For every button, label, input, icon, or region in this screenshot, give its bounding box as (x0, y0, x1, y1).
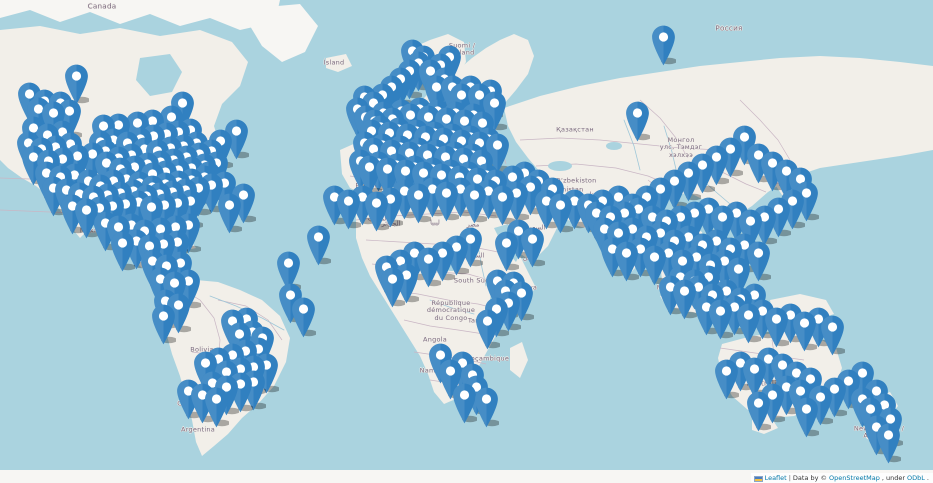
map-marker-pin[interactable] (792, 311, 817, 352)
map-marker-pin[interactable] (462, 183, 487, 224)
map-marker-pin[interactable] (452, 383, 477, 424)
attribution-bar[interactable]: Leaflet | Data by © OpenStreetMap , unde… (750, 473, 933, 483)
openstreetmap-link[interactable]: OpenStreetMap (829, 474, 880, 482)
map-marker-pin[interactable] (520, 227, 545, 268)
map-marker-pin[interactable] (836, 369, 861, 410)
map-marker-pin[interactable] (151, 304, 176, 345)
asia-landmass (504, 56, 933, 230)
map-marker-pin[interactable] (746, 143, 771, 184)
map-marker-pin[interactable] (736, 303, 761, 344)
map-marker-pin[interactable] (820, 315, 845, 356)
antarctica-edge (0, 470, 933, 483)
map-marker-pin[interactable] (74, 198, 99, 239)
leaflet-flag-icon (753, 475, 763, 482)
madagascar (510, 342, 528, 378)
map-marker-pin[interactable] (306, 225, 331, 266)
attribution-license-prefix: , under (881, 474, 906, 482)
map-marker-pin[interactable] (291, 297, 316, 338)
map-marker-pin[interactable] (714, 359, 739, 400)
hudson-bay (136, 54, 182, 96)
map-marker-pin[interactable] (416, 247, 441, 288)
map-marker-pin[interactable] (651, 25, 676, 66)
map-marker-pin[interactable] (672, 279, 697, 320)
map-marker-pin[interactable] (548, 193, 573, 234)
arctic-ice (0, 0, 280, 30)
map-marker-pin[interactable] (474, 387, 499, 428)
map-marker-pin[interactable] (746, 241, 771, 282)
map-marker-pin[interactable] (794, 397, 819, 438)
map-marker-pin[interactable] (708, 299, 733, 340)
leaflet-link[interactable]: Leaflet (764, 474, 787, 482)
attribution-data-prefix: Data by © (792, 474, 828, 482)
map-marker-pin[interactable] (204, 387, 229, 428)
map-marker-pin[interactable] (64, 64, 89, 105)
map-marker-pin[interactable] (380, 267, 405, 308)
africa-landmass (356, 196, 536, 404)
map-marker-pin[interactable] (110, 231, 135, 272)
map-marker-pin[interactable] (336, 189, 361, 230)
map-marker-pin[interactable] (614, 241, 639, 282)
attribution-separator: | (788, 474, 791, 482)
map-marker-pin[interactable] (364, 191, 389, 232)
map-marker-pin[interactable] (217, 193, 242, 234)
map-marker-pin[interactable] (406, 183, 431, 224)
map-marker-pin[interactable] (434, 181, 459, 222)
iceland (326, 54, 352, 72)
map-marker-pin[interactable] (139, 195, 164, 236)
map-marker-pin[interactable] (808, 385, 833, 426)
map-marker-pin[interactable] (475, 309, 500, 350)
map-marker-pin[interactable] (746, 391, 771, 432)
map-marker-pin[interactable] (494, 231, 519, 272)
map-marker-pin[interactable] (231, 183, 256, 224)
map-marker-pin[interactable] (764, 307, 789, 348)
map-marker-pin[interactable] (625, 101, 650, 142)
map-marker-pin[interactable] (876, 423, 901, 464)
odbl-license-link[interactable]: ODbL (907, 474, 925, 482)
attribution-trailing: . (926, 474, 929, 482)
greenland (250, 4, 318, 62)
